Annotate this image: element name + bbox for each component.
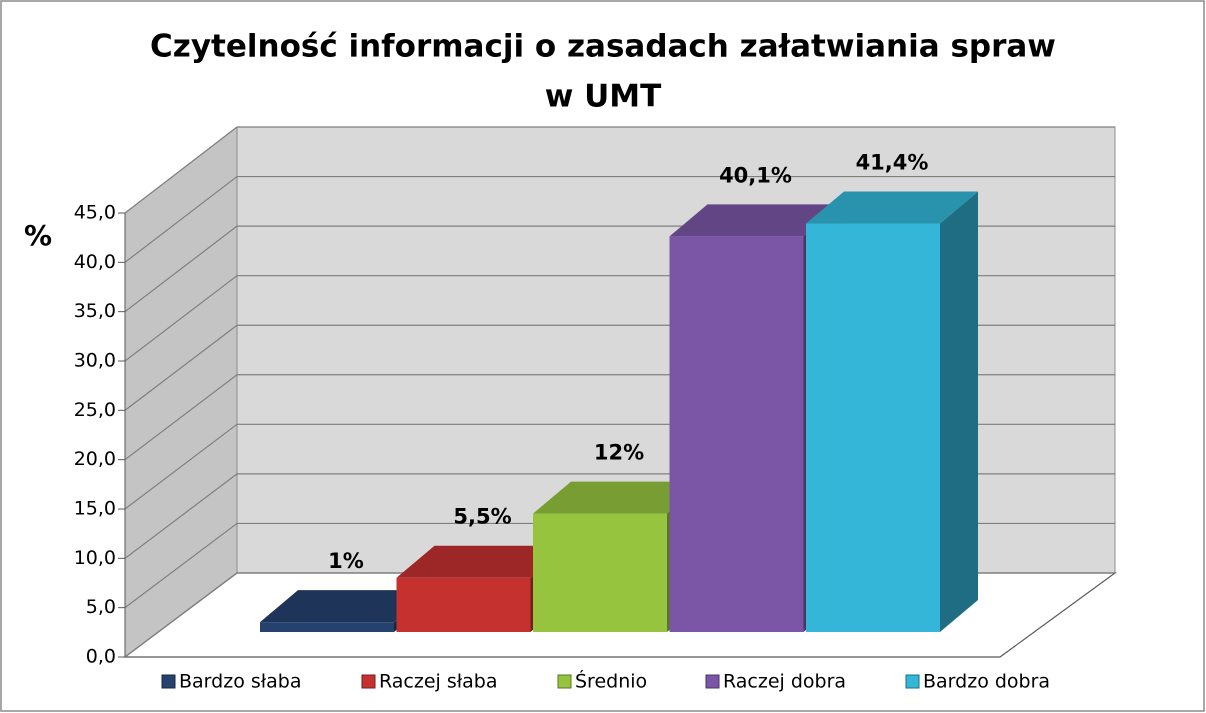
grid-line xyxy=(124,126,238,214)
y-tick-label: 20,0 xyxy=(74,448,116,470)
y-tick-label: 25,0 xyxy=(74,399,116,421)
y-tick-label: 40,0 xyxy=(74,251,116,273)
data-label: 40,1% xyxy=(719,163,792,187)
grid-line xyxy=(124,522,238,609)
legend-label: Średnio xyxy=(575,669,647,693)
bar-top xyxy=(396,545,569,578)
y-tick-label: 15,0 xyxy=(74,498,116,520)
legend-swatch xyxy=(705,674,720,689)
legend-label: Raczej dobra xyxy=(723,671,846,693)
grid-line xyxy=(124,176,238,263)
chart-title: w UMT xyxy=(545,79,662,115)
legend-swatch xyxy=(905,674,920,689)
data-label: 12% xyxy=(594,441,644,465)
grid-line xyxy=(124,225,238,313)
data-label: 41,4% xyxy=(856,151,929,175)
bar-top xyxy=(669,204,842,237)
y-tick-label: 45,0 xyxy=(74,202,116,224)
legend-label: Bardzo dobra xyxy=(923,671,1050,693)
legend-label: Raczej słaba xyxy=(379,671,498,693)
legend-swatch xyxy=(557,674,572,689)
grid-line xyxy=(124,374,238,461)
bar xyxy=(669,236,804,632)
grid-line xyxy=(124,423,238,510)
bar xyxy=(396,577,531,632)
grid-line xyxy=(124,275,238,362)
y-tick-label: 30,0 xyxy=(74,350,116,372)
bar-top xyxy=(533,481,705,514)
bar-top xyxy=(806,191,978,224)
y-tick-label: 10,0 xyxy=(74,547,116,569)
bar xyxy=(533,513,667,632)
legend-swatch xyxy=(161,674,176,689)
data-label: 5,5% xyxy=(453,505,511,529)
grid-line xyxy=(124,572,238,658)
y-tick-label: 5,0 xyxy=(86,596,116,618)
grid-line xyxy=(124,473,238,559)
bar xyxy=(806,223,940,632)
y-tick-label: 35,0 xyxy=(74,300,116,322)
bar-top xyxy=(260,590,432,623)
data-label: 1% xyxy=(328,549,364,573)
grid-line xyxy=(124,324,238,411)
legend-label: Bardzo słaba xyxy=(179,671,302,693)
bar-side xyxy=(940,191,978,632)
y-axis-label: % xyxy=(24,219,52,252)
side-wall xyxy=(124,125,238,658)
y-tick-label: 0,0 xyxy=(86,646,116,668)
legend-swatch xyxy=(361,674,376,689)
bar xyxy=(260,622,394,632)
chart-title: Czytelność informacji o zasadach załatwi… xyxy=(150,29,1056,65)
